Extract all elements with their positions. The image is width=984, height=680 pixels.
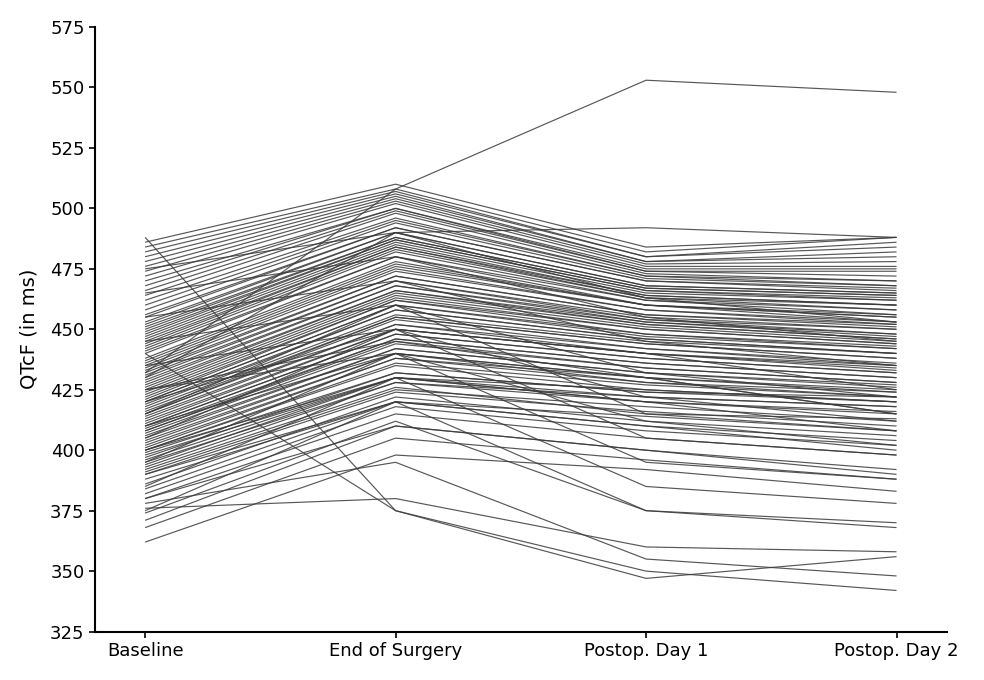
Y-axis label: QTcF (in ms): QTcF (in ms) (20, 269, 39, 390)
